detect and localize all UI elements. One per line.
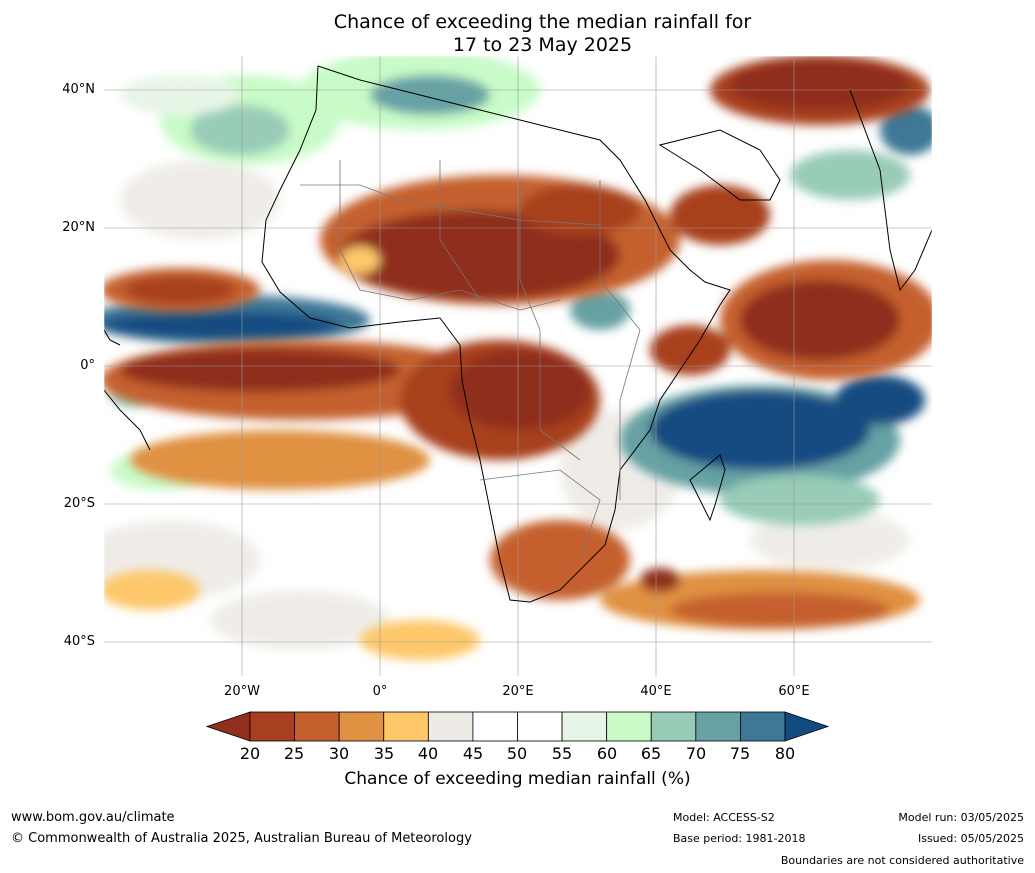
colorbar-tick-80: 80 (774, 744, 796, 763)
map-frame (103, 55, 933, 677)
lon-label-20e: 20°E (502, 684, 534, 699)
colorbar-segment (740, 711, 786, 742)
colorbar-segment (695, 711, 741, 742)
coastlines (104, 65, 932, 603)
colorbar-tick-20: 20 (239, 744, 261, 763)
colorbar-tick-40: 40 (417, 744, 439, 763)
colorbar-label: Chance of exceeding median rainfall (%) (344, 769, 691, 789)
lat-label-0: 0° (80, 358, 95, 373)
lat-label-40n: 40°N (62, 82, 95, 97)
colorbar-segment (294, 711, 340, 742)
map-title-line1: Chance of exceeding the median rainfall … (333, 11, 752, 33)
lon-label-20w: 20°W (224, 684, 260, 699)
lat-label-40s: 40°S (63, 634, 95, 649)
colorbar-over-arrow (784, 711, 830, 742)
footer-copyright: © Commonwealth of Australia 2025, Austra… (11, 831, 472, 846)
colorbar-segment (517, 711, 563, 742)
colorbar-tick-25: 25 (283, 744, 305, 763)
footer-base-period: Base period: 1981-2018 (673, 832, 806, 845)
footer-issued: Issued: 05/05/2025 (917, 832, 1024, 845)
rainfall-probability-map (103, 55, 933, 677)
colorbar-segment (427, 711, 474, 742)
colorbar-tick-60: 60 (596, 744, 618, 763)
colorbar-segment (249, 711, 295, 742)
map-title-line2: 17 to 23 May 2025 (452, 34, 633, 56)
lat-label-20n: 20°N (62, 220, 95, 235)
colorbar-segment (472, 711, 518, 742)
lon-label-40e: 40°E (640, 684, 672, 699)
lon-label-0: 0° (372, 684, 388, 699)
colorbar-tick-50: 50 (506, 744, 528, 763)
colorbar-segment (561, 711, 608, 742)
map-graticule (104, 56, 932, 676)
colorbar-tick-75: 75 (729, 744, 751, 763)
colorbar-segment (338, 711, 385, 742)
lon-label-60e: 60°E (778, 684, 810, 699)
footer-model: Model: ACCESS-S2 (673, 811, 775, 824)
lat-label-20s: 20°S (63, 496, 95, 511)
colorbar-segment (606, 711, 652, 742)
footer-boundaries: Boundaries are not considered authoritat… (780, 854, 1024, 867)
colorbar-under-arrow (205, 711, 251, 742)
colorbar-segment (383, 711, 429, 742)
colorbar (205, 711, 830, 742)
colorbar-segment (650, 711, 697, 742)
colorbar-tick-45: 45 (462, 744, 484, 763)
footer-model-run: Model run: 03/05/2025 (898, 811, 1024, 824)
colorbar-tick-35: 35 (373, 744, 395, 763)
colorbar-tick-65: 65 (640, 744, 662, 763)
footer-website: www.bom.gov.au/climate (11, 810, 175, 825)
colorbar-tick-55: 55 (551, 744, 573, 763)
country-borders (300, 160, 641, 561)
colorbar-tick-30: 30 (328, 744, 350, 763)
colorbar-tick-70: 70 (685, 744, 707, 763)
